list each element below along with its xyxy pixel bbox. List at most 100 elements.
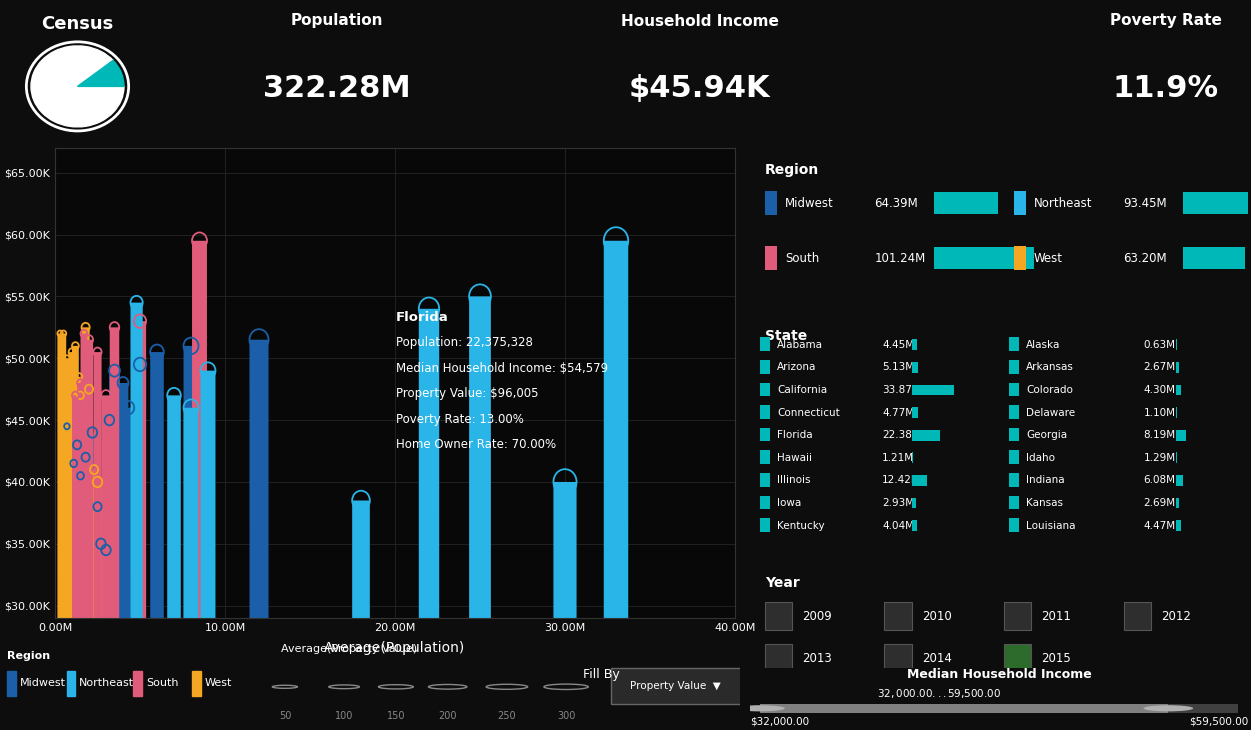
Wedge shape xyxy=(73,346,79,730)
Text: Census: Census xyxy=(41,15,114,34)
Text: Fill By: Fill By xyxy=(583,668,619,680)
Bar xyxy=(1183,247,1246,269)
Text: 2015: 2015 xyxy=(1041,651,1071,664)
Bar xyxy=(1176,498,1180,508)
Text: 0.63M: 0.63M xyxy=(1143,339,1176,350)
Text: 1.21M: 1.21M xyxy=(882,453,914,463)
Bar xyxy=(1176,520,1181,531)
Wedge shape xyxy=(168,396,181,730)
Text: 5.13M: 5.13M xyxy=(882,362,914,372)
Wedge shape xyxy=(75,377,83,730)
Text: West: West xyxy=(205,678,233,688)
Wedge shape xyxy=(118,383,129,730)
Text: Year: Year xyxy=(764,576,799,590)
Text: 4.47M: 4.47M xyxy=(1143,520,1176,531)
Wedge shape xyxy=(78,476,84,730)
Text: South: South xyxy=(146,678,179,688)
Text: California: California xyxy=(777,385,827,395)
Bar xyxy=(1176,475,1183,486)
Text: 2.69M: 2.69M xyxy=(1143,498,1176,508)
Text: 6.08M: 6.08M xyxy=(1143,475,1176,485)
Text: Poverty Rate: 13.00%: Poverty Rate: 13.00% xyxy=(395,412,523,426)
Wedge shape xyxy=(184,346,199,730)
Text: 33.87M: 33.87M xyxy=(882,385,921,395)
Text: 2.93M: 2.93M xyxy=(882,498,914,508)
Wedge shape xyxy=(130,303,143,730)
Bar xyxy=(66,671,75,696)
Bar xyxy=(764,602,792,630)
Bar xyxy=(934,192,997,214)
Wedge shape xyxy=(90,469,98,730)
Bar xyxy=(764,246,777,270)
Wedge shape xyxy=(81,327,90,730)
Text: Average(Property Value): Average(Property Value) xyxy=(281,645,418,655)
Bar xyxy=(764,191,777,215)
Wedge shape xyxy=(94,352,101,730)
Bar xyxy=(1010,473,1018,487)
Wedge shape xyxy=(80,334,88,730)
Text: Region: Region xyxy=(8,651,50,661)
Wedge shape xyxy=(70,364,78,730)
Text: 11.9%: 11.9% xyxy=(1113,74,1218,103)
Text: $45.94K: $45.94K xyxy=(629,74,771,103)
Wedge shape xyxy=(73,445,81,730)
Text: 2014: 2014 xyxy=(922,651,952,664)
Text: Population: Population xyxy=(290,13,383,28)
Text: Louisiana: Louisiana xyxy=(1026,520,1076,531)
Wedge shape xyxy=(81,457,90,730)
Wedge shape xyxy=(134,321,146,730)
Text: Florida: Florida xyxy=(395,310,448,323)
Bar xyxy=(912,339,917,350)
Text: 2013: 2013 xyxy=(802,651,832,664)
Bar xyxy=(884,602,912,630)
Wedge shape xyxy=(78,61,124,86)
Bar xyxy=(912,498,916,508)
Wedge shape xyxy=(101,396,111,730)
Text: Northeast: Northeast xyxy=(1033,196,1092,210)
Text: Property Value: $96,005: Property Value: $96,005 xyxy=(395,387,538,400)
Wedge shape xyxy=(58,334,63,730)
Text: ✓: ✓ xyxy=(1013,653,1022,663)
Bar xyxy=(912,430,940,441)
Wedge shape xyxy=(31,46,124,127)
Bar xyxy=(1176,407,1177,418)
Text: Illinois: Illinois xyxy=(777,475,811,485)
Text: 50: 50 xyxy=(279,711,291,721)
Text: Delaware: Delaware xyxy=(1026,407,1076,418)
Text: Property Value  ▼: Property Value ▼ xyxy=(629,681,721,691)
Text: 63.20M: 63.20M xyxy=(1123,252,1167,264)
Text: Kentucky: Kentucky xyxy=(777,520,824,531)
Wedge shape xyxy=(419,309,439,730)
Wedge shape xyxy=(184,408,199,730)
Text: 22.38M: 22.38M xyxy=(882,430,921,440)
Text: State: State xyxy=(764,328,807,342)
Wedge shape xyxy=(96,544,105,730)
Wedge shape xyxy=(604,241,628,730)
Wedge shape xyxy=(101,550,111,730)
Bar xyxy=(759,518,769,531)
Text: Kansas: Kansas xyxy=(1026,498,1063,508)
Bar xyxy=(759,428,769,442)
Text: 200: 200 xyxy=(438,711,457,721)
Text: 2012: 2012 xyxy=(1161,610,1191,623)
Wedge shape xyxy=(150,352,164,730)
Wedge shape xyxy=(469,296,490,730)
Text: Arizona: Arizona xyxy=(777,362,817,372)
Bar xyxy=(193,671,201,696)
Wedge shape xyxy=(353,501,370,730)
Text: Georgia: Georgia xyxy=(1026,430,1067,440)
Bar xyxy=(912,385,955,396)
Text: Poverty Rate: Poverty Rate xyxy=(1110,13,1222,28)
Wedge shape xyxy=(553,482,577,730)
Wedge shape xyxy=(134,364,146,730)
Wedge shape xyxy=(249,339,269,730)
Text: Connecticut: Connecticut xyxy=(777,407,841,418)
Text: 2011: 2011 xyxy=(1041,610,1071,623)
Bar xyxy=(912,362,918,373)
Bar xyxy=(759,473,769,487)
Text: Home Owner Rate: 70.00%: Home Owner Rate: 70.00% xyxy=(395,439,555,451)
Wedge shape xyxy=(94,507,101,730)
Text: Alabama: Alabama xyxy=(777,339,823,350)
Text: Midwest: Midwest xyxy=(784,196,833,210)
Bar xyxy=(1015,191,1026,215)
